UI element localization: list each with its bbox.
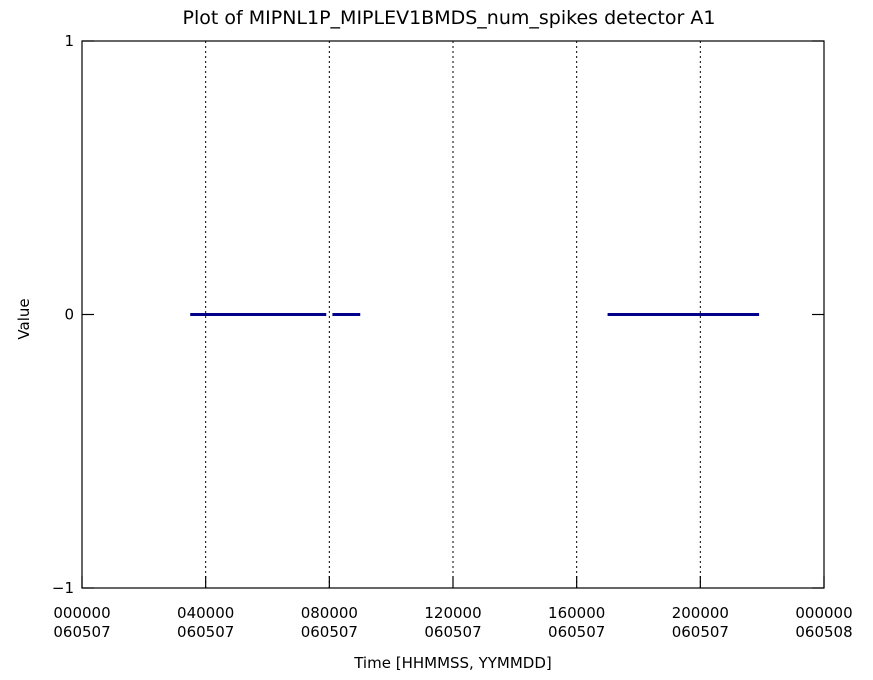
x-tick-label-date: 060507	[548, 623, 605, 641]
x-tick-label-date: 060507	[424, 623, 481, 641]
chart-title: Plot of MIPNL1P_MIPLEV1BMDS_num_spikes d…	[183, 7, 716, 29]
x-tick-label-time: 120000	[424, 604, 481, 622]
y-tick-label: 0	[64, 306, 74, 324]
x-tick-label-date: 060507	[672, 623, 729, 641]
x-tick-label-time: 040000	[177, 604, 234, 622]
x-tick-label-time: 160000	[548, 604, 605, 622]
x-tick-label-date: 060507	[301, 623, 358, 641]
x-tick-label-date: 060507	[53, 623, 110, 641]
y-tick-label: 1	[64, 32, 74, 50]
y-tick-label: −1	[52, 579, 74, 597]
grid-lines	[205, 41, 701, 588]
x-axis-label: Time [HHMMSS, YYMMDD]	[353, 654, 552, 672]
y-axis-label: Value	[15, 298, 33, 339]
x-tick-label-time: 000000	[795, 604, 852, 622]
x-tick-label-date: 060507	[177, 623, 234, 641]
x-tick-label-time: 080000	[301, 604, 358, 622]
x-tick-label-time: 200000	[672, 604, 729, 622]
x-tick-label-date: 060508	[795, 623, 852, 641]
axis-ticks: 10−1000000060507040000060507080000060507…	[52, 32, 853, 641]
x-tick-label-time: 000000	[53, 604, 110, 622]
